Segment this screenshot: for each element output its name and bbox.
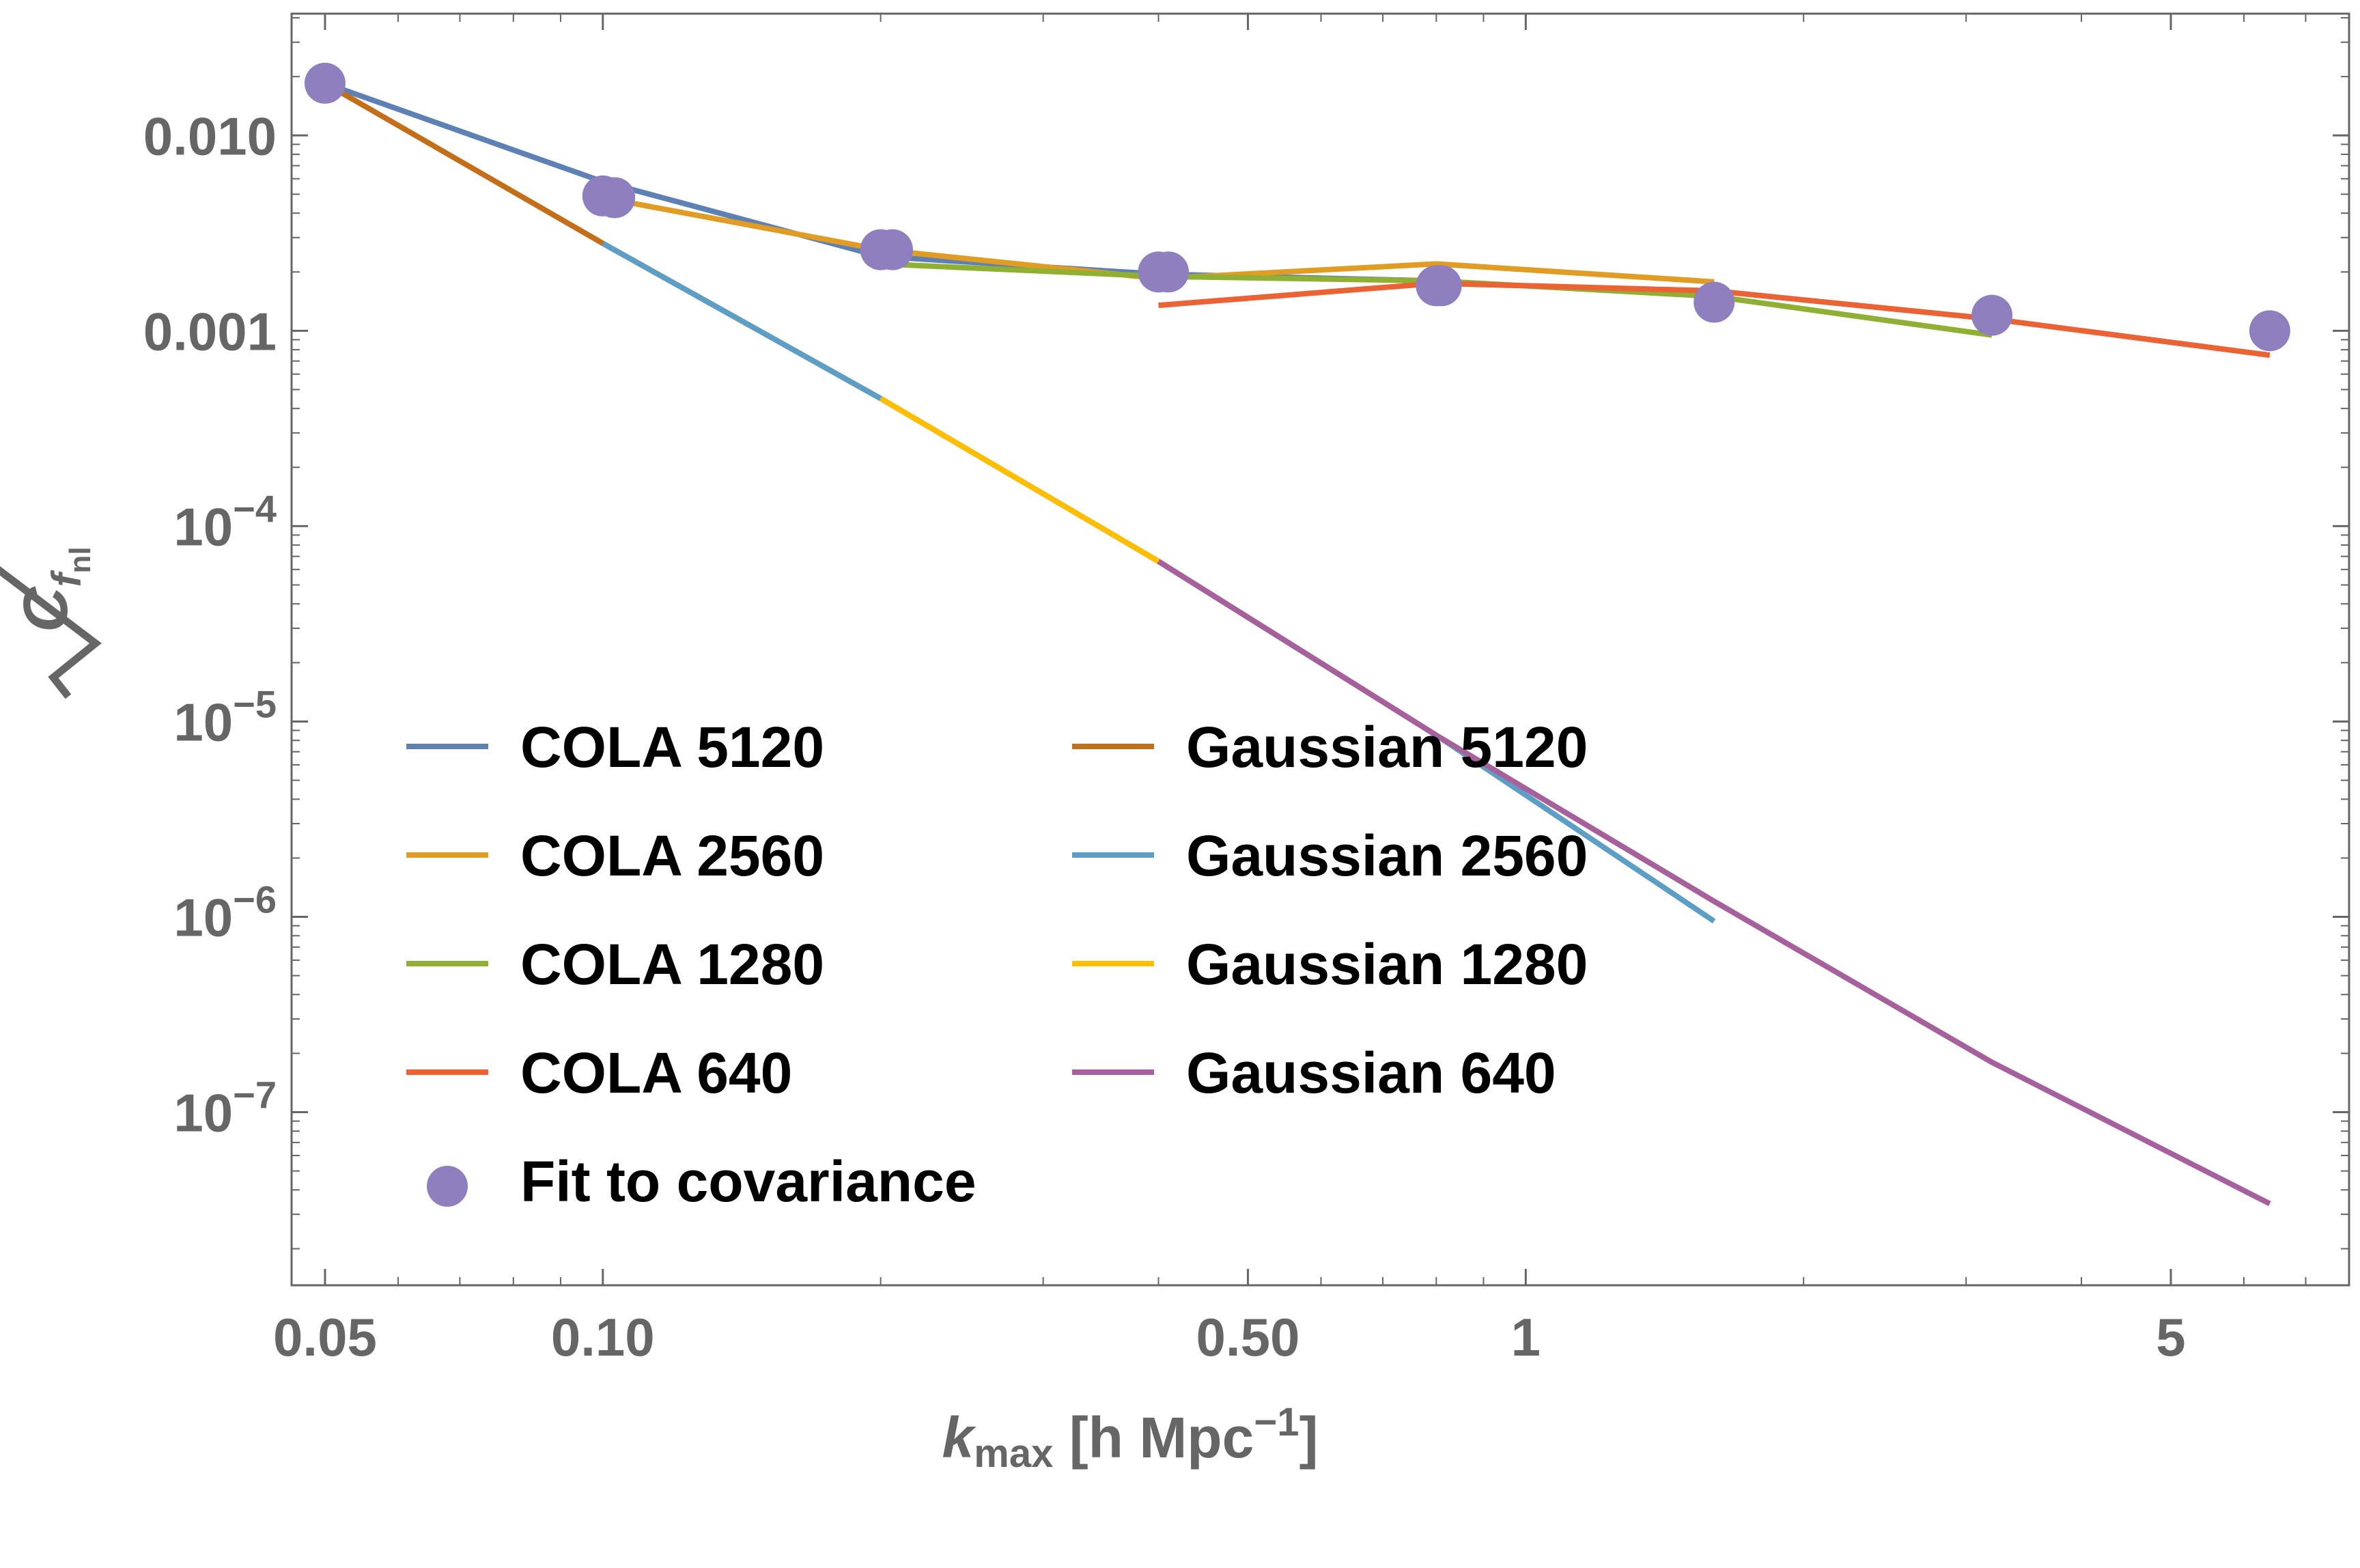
y-axis-title-sub-nl: nl [64,546,97,573]
y-tick-exp: −7 [233,1074,277,1117]
series-line-gaussian-640 [1157,559,2271,1207]
legend: COLA 5120 COLA 2560 COLA 1280 COLA 640 Fit t… [406,715,1588,1214]
fit-point [594,177,636,219]
fit-point [1420,265,1462,307]
x-axis-title-close: ] [1299,1405,1318,1470]
fit-point [1694,281,1735,323]
legend-label: COLA 1280 [520,932,824,996]
x-tick-label: 0.50 [1196,1307,1300,1367]
legend-item: Gaussian 1280 [1072,932,1588,996]
legend-item: Gaussian 5120 [1072,715,1588,779]
legend-label: Gaussian 640 [1186,1041,1556,1105]
y-axis-title-c: C [11,586,81,632]
legend-swatch-point [427,1166,468,1207]
legend-label: COLA 640 [520,1041,792,1105]
y-tick-base: 10 [173,692,233,752]
x-axis-title-k: k [942,1405,977,1470]
y-axis-title: Cfnl [0,499,102,699]
legend-item: COLA 640 [406,1041,792,1105]
x-tick-label: 1 [1511,1307,1541,1367]
legend-item: Gaussian 640 [1072,1041,1556,1105]
y-tick-base: 10 [173,1083,233,1143]
fit-point [304,62,346,104]
legend-label: COLA 5120 [520,715,824,779]
legend-label: Gaussian 5120 [1186,715,1588,779]
legend-label: Gaussian 1280 [1186,932,1588,996]
x-axis-title: kmax [h Mpc−1] [942,1400,1319,1476]
legend-item: COLA 2560 [406,824,824,888]
legend-label: Gaussian 2560 [1186,824,1588,888]
fit-point [871,229,913,270]
x-tick-label: 0.05 [273,1307,377,1367]
y-tick-label: 0.001 [143,301,277,361]
y-tick-exp: −6 [233,878,277,921]
legend-item: COLA 5120 [406,715,824,779]
legend-item: Gaussian 2560 [1072,824,1588,888]
y-tick-base: 10 [173,887,233,947]
y-axis-title-text: Cfnl [11,546,97,632]
y-tick-label: 10−4 [173,487,277,557]
legend-label: Fit to covariance [520,1149,977,1214]
fit-points [304,62,2290,352]
fit-point [2249,310,2290,352]
x-tick-label: 5 [2156,1307,2185,1367]
legend-item: Fit to covariance [427,1149,977,1214]
fit-point [1971,294,2013,336]
axis-titles: kmax [h Mpc−1] Cfnl [0,499,1318,1476]
x-axis-title-sub: max [974,1431,1053,1476]
y-axis-title-radical [0,499,102,699]
x-axis-title-sup: −1 [1254,1400,1299,1444]
x-axis-title-unit: [h Mpc [1053,1405,1254,1470]
y-tick-label: 0.010 [143,106,277,166]
legend-label: COLA 2560 [520,824,824,888]
y-tick-label: 10−7 [173,1074,277,1143]
y-tick-label: 10−5 [173,682,277,752]
y-tick-exp: −4 [233,487,277,530]
fit-point [1147,251,1189,293]
x-tick-label: 0.10 [551,1307,655,1367]
y-tick-label: 10−6 [173,878,277,947]
legend-item: COLA 1280 [406,932,824,996]
y-tick-exp: −5 [233,682,277,725]
y-tick-base: 10 [173,496,233,557]
